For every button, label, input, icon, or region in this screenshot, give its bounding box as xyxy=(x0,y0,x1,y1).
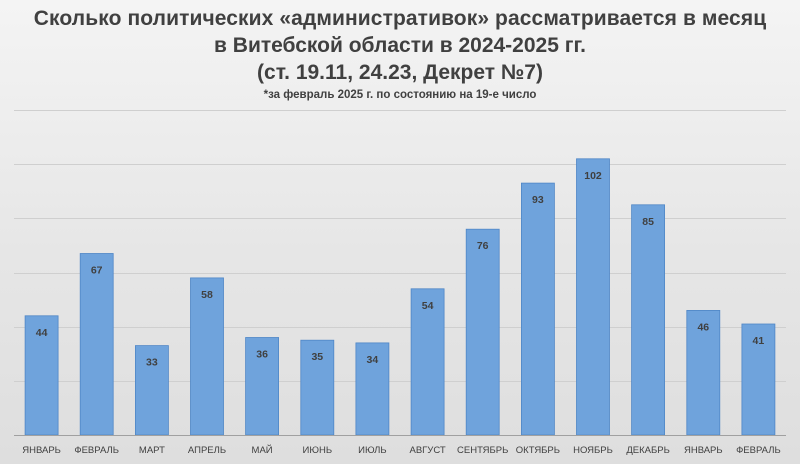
data-label-11: 102 xyxy=(584,170,602,182)
chart-subtitle: *за февраль 2025 г. по состоянию на 19-е… xyxy=(263,89,537,101)
bar-2 xyxy=(79,253,114,436)
data-label-10: 93 xyxy=(532,194,544,206)
bar-9 xyxy=(465,228,500,436)
bar-3 xyxy=(134,345,169,436)
chart-title-block: Сколько политических «административок» р… xyxy=(0,6,800,103)
data-label-7: 34 xyxy=(367,354,379,366)
chart-title-line-3: (ст. 19.11, 24.23, Декрет №7) xyxy=(257,61,543,84)
data-label-8: 54 xyxy=(422,300,434,312)
data-label-1: 44 xyxy=(36,327,48,339)
data-label-14: 41 xyxy=(753,335,765,347)
data-label-4: 58 xyxy=(201,289,213,301)
bar-12 xyxy=(631,204,665,436)
x-tick-label-13: ЯНВАРЬ xyxy=(684,445,723,456)
bar-13 xyxy=(686,309,721,436)
x-tick-label-3: МАРТ xyxy=(139,445,165,456)
bar-11 xyxy=(576,158,610,436)
x-tick-label-2: ФЕВРАЛЬ xyxy=(74,445,119,456)
bar-6 xyxy=(300,339,335,436)
bar-4 xyxy=(190,277,224,436)
x-tick-label-9: СЕНТЯБРЬ xyxy=(457,445,508,456)
x-tick-label-5: МАЙ xyxy=(252,444,273,456)
data-label-5: 36 xyxy=(256,349,268,361)
data-label-13: 46 xyxy=(697,321,709,333)
x-tick-label-6: ИЮНЬ xyxy=(303,445,333,456)
bar-10 xyxy=(521,182,555,436)
x-tick-label-4: АПРЕЛЬ xyxy=(188,445,226,456)
x-tick-label-11: НОЯБРЬ xyxy=(573,445,613,456)
data-label-9: 76 xyxy=(477,240,489,252)
bar-7 xyxy=(355,342,390,436)
bar-5 xyxy=(245,337,280,436)
bar-14 xyxy=(741,323,776,436)
data-label-2: 67 xyxy=(91,265,103,277)
x-tick-label-14: ФЕВРАЛЬ xyxy=(736,445,781,456)
chart-title-line-1: Сколько политических «административок» р… xyxy=(33,7,767,30)
data-label-3: 33 xyxy=(146,357,158,369)
bar-1 xyxy=(24,315,59,436)
chart-title-line-2: в Витебской области в 2024-2025 гг. xyxy=(214,34,586,57)
x-tick-label-7: ИЮЛЬ xyxy=(358,445,386,456)
x-tick-label-12: ДЕКАБРЬ xyxy=(626,445,669,456)
data-label-12: 85 xyxy=(642,216,654,228)
x-tick-label-10: ОКТЯБРЬ xyxy=(516,445,560,456)
x-tick-label-8: АВГУСТ xyxy=(409,445,445,456)
data-label-6: 35 xyxy=(311,351,323,363)
bar-8 xyxy=(410,288,445,436)
x-tick-label-1: ЯНВАРЬ xyxy=(22,445,61,456)
